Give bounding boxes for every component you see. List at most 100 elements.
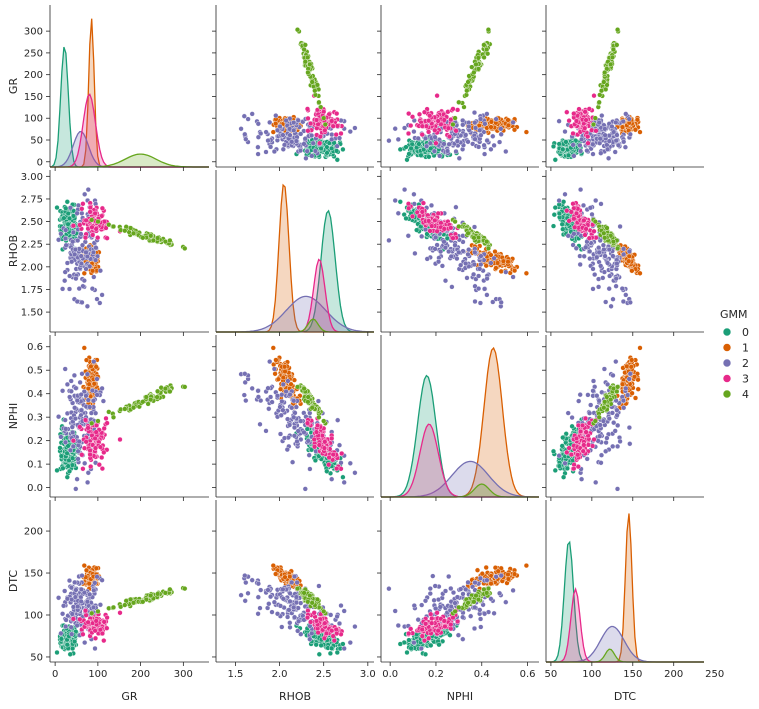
point-series-2	[309, 153, 315, 159]
point-series-2	[602, 253, 608, 259]
point-series-4	[130, 230, 137, 236]
point-series-3	[434, 93, 440, 99]
point-series-2	[291, 119, 297, 126]
point-series-3	[334, 466, 340, 472]
point-series-2	[484, 111, 490, 117]
point-series-2	[295, 117, 301, 123]
point-series-4	[89, 420, 95, 426]
point-series-3	[446, 134, 453, 140]
point-series-2	[510, 119, 516, 126]
point-series-3	[305, 128, 311, 134]
point-series-2	[610, 443, 616, 450]
point-series-3	[304, 420, 311, 426]
panel-nphi-vs-rhob	[212, 335, 374, 501]
point-series-0	[397, 199, 403, 205]
point-series-2	[458, 262, 464, 268]
point-series-2	[94, 296, 100, 302]
point-series-3	[80, 466, 86, 472]
point-series-2	[446, 141, 452, 147]
point-series-2	[62, 366, 68, 372]
point-series-2	[438, 249, 444, 255]
point-series-3	[432, 127, 438, 133]
point-series-2	[452, 242, 458, 248]
point-series-2	[619, 286, 625, 292]
point-series-0	[560, 435, 566, 441]
point-series-2	[627, 441, 633, 447]
point-series-0	[54, 467, 60, 474]
point-series-2	[307, 466, 313, 472]
point-series-2	[347, 129, 353, 135]
point-series-2	[627, 131, 633, 137]
point-series-0	[404, 157, 410, 163]
point-series-2	[602, 132, 608, 138]
point-series-2	[442, 278, 449, 284]
point-series-4	[316, 414, 322, 420]
point-series-2	[614, 260, 620, 267]
point-series-2	[620, 118, 626, 125]
point-series-2	[255, 394, 262, 400]
point-series-2	[431, 148, 438, 154]
point-series-2	[263, 149, 269, 155]
point-series-2	[83, 249, 89, 256]
point-series-2	[598, 460, 604, 466]
point-series-2	[84, 303, 91, 309]
point-series-3	[329, 435, 335, 442]
point-series-2	[601, 269, 608, 275]
point-series-2	[74, 298, 80, 305]
point-series-1	[91, 381, 97, 387]
point-series-2	[588, 402, 594, 408]
point-series-3	[315, 121, 321, 127]
point-series-3	[317, 134, 323, 140]
point-series-3	[564, 208, 570, 214]
point-series-2	[99, 292, 105, 298]
point-series-2	[578, 136, 585, 143]
point-series-3	[313, 117, 320, 123]
point-series-2	[395, 136, 401, 143]
point-series-4	[481, 42, 487, 48]
point-series-2	[258, 130, 264, 137]
point-series-3	[450, 106, 456, 112]
point-series-2	[603, 440, 609, 446]
point-series-2	[577, 187, 584, 193]
point-series-4	[604, 225, 610, 231]
point-series-2	[463, 132, 469, 138]
point-series-1	[628, 364, 634, 370]
point-series-2	[626, 376, 632, 382]
point-series-4	[162, 239, 169, 245]
point-series-4	[598, 88, 605, 94]
point-series-0	[312, 457, 319, 464]
point-series-4	[95, 418, 101, 424]
point-series-3	[339, 450, 345, 457]
point-series-4	[601, 230, 607, 236]
point-series-1	[637, 129, 643, 135]
point-series-4	[471, 69, 477, 76]
point-series-0	[340, 146, 346, 153]
point-series-2	[466, 247, 472, 253]
point-series-2	[72, 251, 78, 258]
point-series-4	[602, 235, 608, 241]
point-series-3	[571, 216, 577, 222]
point-series-3	[421, 109, 428, 115]
point-series-2	[274, 393, 281, 399]
point-series-4	[95, 219, 101, 225]
point-series-3	[96, 462, 102, 468]
point-series-3	[93, 429, 99, 435]
point-series-2	[265, 138, 271, 144]
point-series-3	[312, 444, 318, 450]
point-series-3	[304, 106, 311, 112]
point-series-0	[550, 143, 557, 150]
point-series-2	[587, 256, 593, 262]
point-series-2	[608, 303, 614, 309]
point-series-2	[476, 286, 482, 292]
point-series-2	[556, 118, 562, 124]
point-series-1	[86, 381, 92, 387]
point-series-2	[471, 261, 477, 268]
point-series-2	[589, 211, 595, 218]
point-series-2	[62, 439, 69, 445]
point-series-1	[511, 268, 518, 274]
point-series-2	[484, 276, 490, 282]
point-series-2	[85, 397, 91, 403]
point-series-1	[523, 129, 530, 135]
point-series-4	[596, 99, 602, 105]
point-series-2	[89, 286, 96, 292]
